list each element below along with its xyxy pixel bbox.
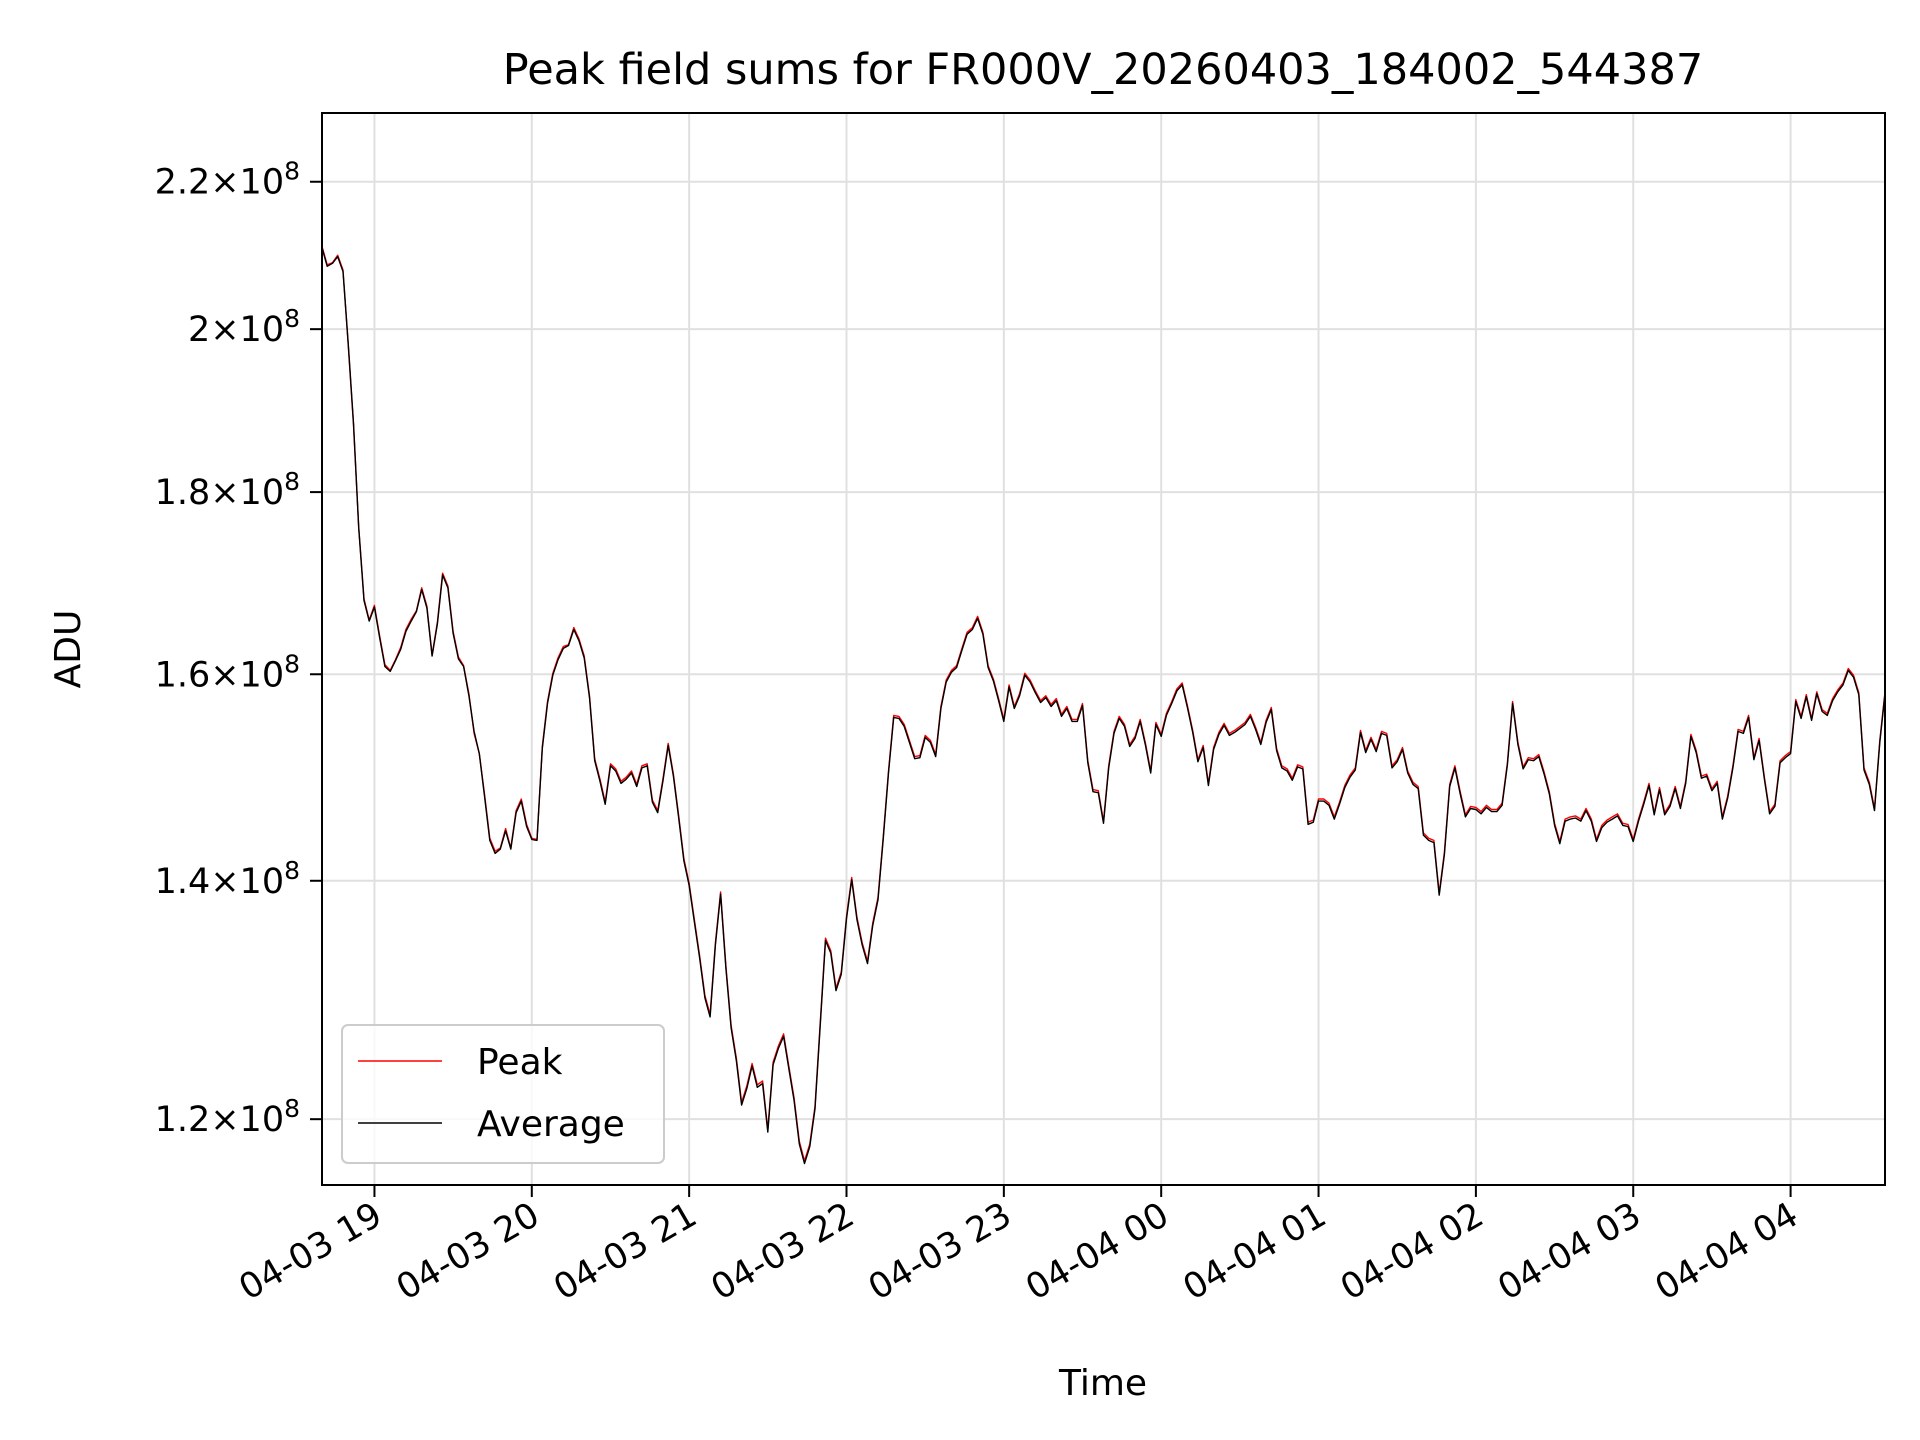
chart-title: Peak field sums for FR000V_20260403_1840… — [503, 45, 1703, 95]
x-tick-label: 04-04 01 — [1177, 1195, 1333, 1308]
legend-label-average: Average — [477, 1104, 625, 1145]
y-tick-label: 1.4×108 — [155, 856, 300, 902]
y-tick-label: 1.6×108 — [155, 649, 300, 695]
x-tick-label: 04-03 23 — [862, 1195, 1018, 1308]
series-lines — [321, 246, 1886, 1165]
x-tick-label: 04-04 04 — [1649, 1195, 1805, 1308]
x-axis-label: Time — [1058, 1363, 1147, 1404]
x-tick-label: 04-04 02 — [1334, 1195, 1490, 1308]
y-tick-label: 2.2×108 — [155, 157, 300, 203]
legend: Peak Average — [341, 1024, 665, 1164]
y-tick-label: 1.8×108 — [155, 467, 300, 513]
legend-box — [341, 1024, 665, 1164]
x-tick-label: 04-03 22 — [705, 1195, 861, 1308]
x-tick-label: 04-03 20 — [390, 1195, 546, 1308]
x-tick-label: 04-03 19 — [233, 1195, 389, 1308]
legend-label-peak: Peak — [477, 1042, 563, 1083]
plot-frame — [321, 112, 1886, 1186]
series-line-peak — [321, 246, 1886, 1162]
x-tick-label: 04-04 03 — [1491, 1195, 1647, 1308]
x-tick-label: 04-04 00 — [1019, 1195, 1175, 1308]
y-axis-label: ADU — [48, 610, 89, 689]
y-tick-label: 1.2×108 — [155, 1094, 300, 1140]
series-line-average — [321, 247, 1886, 1165]
x-tick-label: 04-03 21 — [547, 1195, 703, 1308]
y-tick-label: 2×108 — [188, 304, 300, 350]
